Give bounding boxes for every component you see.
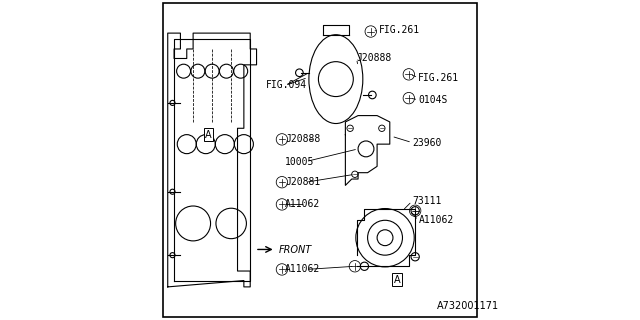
Text: 0104S: 0104S (419, 95, 448, 105)
Text: A11062: A11062 (285, 199, 321, 209)
Text: J20888: J20888 (356, 53, 392, 63)
Text: A: A (394, 275, 400, 285)
Text: A11062: A11062 (419, 215, 454, 225)
Text: A: A (205, 130, 212, 140)
Text: 73111: 73111 (412, 196, 442, 206)
Text: FIG.261: FIG.261 (419, 73, 460, 83)
Text: FIG.261: FIG.261 (379, 25, 420, 35)
Text: 23960: 23960 (412, 138, 442, 148)
Text: 10005: 10005 (285, 156, 314, 167)
Text: J20888: J20888 (285, 134, 321, 144)
Text: J20881: J20881 (285, 177, 321, 187)
Text: FRONT: FRONT (279, 245, 312, 255)
Text: A732001171: A732001171 (437, 301, 499, 311)
Text: A11062: A11062 (285, 264, 321, 275)
Text: FIG.094: FIG.094 (266, 80, 307, 91)
